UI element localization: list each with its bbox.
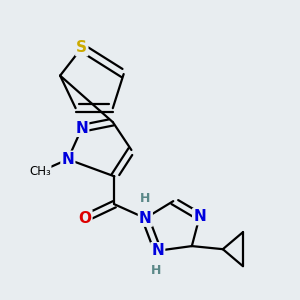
Text: O: O [78, 211, 92, 226]
Text: N: N [75, 121, 88, 136]
Text: H: H [151, 264, 161, 278]
Text: N: N [193, 209, 206, 224]
Text: methyl: methyl [36, 171, 41, 172]
Text: N: N [61, 152, 74, 167]
Text: H: H [140, 191, 151, 205]
Text: N: N [139, 211, 152, 226]
Text: N: N [152, 243, 164, 258]
Text: CH₃: CH₃ [29, 165, 51, 178]
Text: S: S [76, 40, 87, 55]
